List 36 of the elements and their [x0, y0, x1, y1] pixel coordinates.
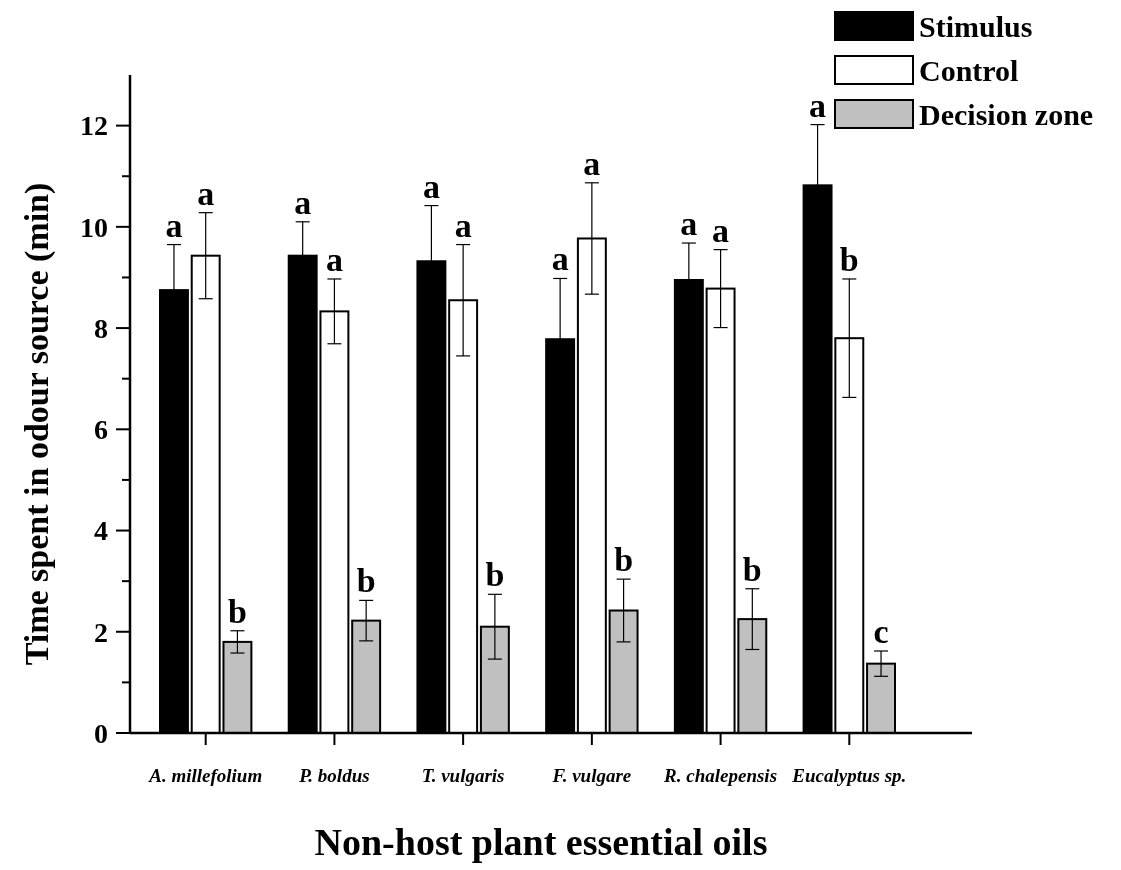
legend-label: Control — [919, 53, 1019, 87]
data-label: a — [454, 206, 472, 244]
x-tick-label: F. vulgare — [551, 765, 632, 786]
data-label: a — [197, 174, 215, 212]
data-label: a — [294, 183, 312, 221]
data-label: a — [809, 86, 827, 124]
data-label: b — [227, 592, 247, 630]
data-label: a — [583, 144, 601, 182]
data-label: a — [422, 167, 440, 205]
x-tick-label: R. chalepensis — [663, 765, 778, 786]
data-label: a — [551, 240, 569, 278]
x-tick-label: T. vulgaris — [421, 765, 505, 786]
data-label: b — [614, 541, 634, 579]
y-tick-label: 2 — [94, 616, 108, 648]
data-label: b — [485, 556, 505, 594]
x-tick-label: A. millefolium — [148, 765, 263, 786]
y-tick-label: 0 — [94, 717, 108, 749]
x-tick-label: P. boldus — [298, 765, 370, 786]
x-axis-title: Non-host plant essential oils — [314, 821, 768, 863]
y-tick-label: 8 — [94, 312, 108, 344]
x-tick-label: Eucalyptus sp. — [791, 765, 907, 786]
legend-label: Stimulus — [919, 9, 1033, 43]
data-label: a — [680, 205, 698, 243]
y-tick-label: 4 — [94, 515, 108, 547]
data-label: b — [356, 562, 376, 600]
data-label: a — [325, 240, 343, 278]
data-label: b — [742, 550, 762, 588]
y-tick-label: 12 — [80, 110, 108, 142]
data-label: b — [839, 240, 859, 278]
y-tick-label: 10 — [80, 211, 108, 243]
y-axis-title: Time spent in odour source (min) — [18, 182, 56, 666]
data-label: a — [712, 211, 730, 249]
legend-label: Decision zone — [919, 97, 1094, 131]
data-label: a — [165, 206, 183, 244]
y-tick-label: 6 — [94, 414, 108, 446]
data-label: c — [873, 613, 889, 650]
